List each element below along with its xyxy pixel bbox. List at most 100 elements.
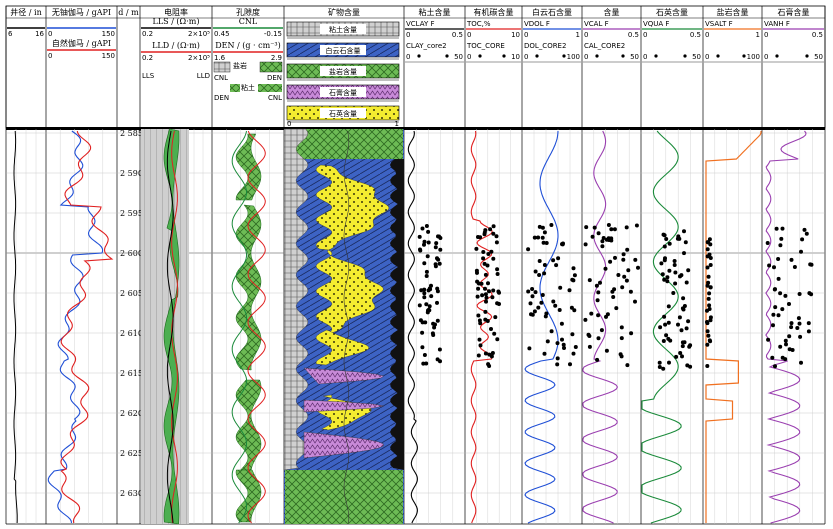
core-point-symbol xyxy=(535,54,539,58)
core-data-point xyxy=(688,364,693,369)
scale-min: 0 xyxy=(584,31,588,39)
lld-fill-label: LLD xyxy=(197,72,210,80)
core-data-point xyxy=(797,292,802,296)
scale-min: 0 xyxy=(764,53,768,61)
clay-swatch xyxy=(230,84,240,92)
mineral-legend-label: 粘土含量 xyxy=(329,25,357,34)
core-data-point xyxy=(567,288,572,293)
core-data-point xyxy=(427,304,432,309)
core-data-point xyxy=(603,266,608,271)
core-data-point xyxy=(609,227,614,232)
scale-max: 150 xyxy=(102,52,115,60)
porosity-clay-fill xyxy=(235,379,262,471)
core-data-point xyxy=(491,256,496,261)
core-data-point xyxy=(424,361,429,366)
scale-max: 50 xyxy=(814,53,823,61)
core-data-point xyxy=(587,278,592,283)
core-data-point xyxy=(679,328,684,333)
core-data-point xyxy=(778,243,783,248)
core-data-point xyxy=(682,340,687,345)
core-data-point xyxy=(494,240,499,245)
log-curve xyxy=(524,130,559,524)
salt-curve xyxy=(705,131,762,523)
core-data-point xyxy=(621,252,626,257)
core-data-point xyxy=(809,262,814,267)
core-data-point xyxy=(558,285,563,290)
core-data-point xyxy=(620,285,625,290)
core-data-point xyxy=(478,235,483,240)
legend-label-bg xyxy=(320,45,366,55)
core-data-point xyxy=(560,242,564,247)
core-data-point xyxy=(526,289,531,294)
core-data-point xyxy=(417,303,422,308)
core-data-point xyxy=(549,223,554,227)
track-title: 石英含量 xyxy=(656,7,688,17)
core-data-point xyxy=(619,325,624,330)
core-data-point xyxy=(491,224,496,229)
core-data-point xyxy=(422,261,427,266)
core-data-point xyxy=(676,322,680,327)
core-data-point xyxy=(665,275,670,280)
curve-name: CNL xyxy=(239,17,258,26)
core-data-point xyxy=(682,251,686,256)
core-data-point xyxy=(789,321,794,326)
core-data-point xyxy=(420,226,425,231)
scale-min: 0 xyxy=(643,31,647,39)
core-data-point xyxy=(766,337,771,342)
scale-max: 1 xyxy=(756,31,760,39)
core-data-point xyxy=(705,283,710,288)
core-data-point xyxy=(595,357,600,362)
curve-name: VANH F xyxy=(764,20,790,28)
depth-label: 2 615 xyxy=(120,369,143,378)
core-data-point xyxy=(604,348,609,353)
core-data-point xyxy=(495,337,500,342)
core-data-point xyxy=(663,322,668,327)
core-data-point xyxy=(666,320,671,325)
core-data-point xyxy=(806,321,811,326)
track-title: 孔隙度 xyxy=(236,7,260,17)
core-data-point xyxy=(708,315,713,320)
core-data-point xyxy=(666,304,671,309)
core-data-point xyxy=(624,225,629,230)
core-data-point xyxy=(592,225,597,230)
core-data-point xyxy=(429,294,434,299)
core-data-point xyxy=(476,313,481,318)
curve-name: CAL_CORE2 xyxy=(584,42,625,50)
depth-label: 2 585 xyxy=(120,129,143,138)
core-data-point xyxy=(528,301,533,306)
core-data-point xyxy=(526,247,531,252)
depth-label: 2 625 xyxy=(120,449,143,458)
core-point-symbol xyxy=(775,54,779,58)
core-data-point xyxy=(483,317,488,322)
gypsum-curve xyxy=(765,130,807,524)
core-data-point xyxy=(537,224,542,229)
scale-max: 100 xyxy=(567,53,580,61)
core-data-point xyxy=(418,247,422,252)
core-data-point xyxy=(482,261,487,266)
core-data-point xyxy=(767,263,772,268)
core-data-point xyxy=(616,273,621,277)
core-data-point xyxy=(483,292,488,297)
scale-max: 50 xyxy=(454,53,463,61)
core-data-point xyxy=(662,258,667,263)
core-data-point xyxy=(667,241,672,246)
core-data-point xyxy=(705,254,710,259)
core-data-point xyxy=(544,241,549,245)
core-data-point xyxy=(674,354,679,359)
core-point-symbol xyxy=(654,54,658,58)
core-data-point xyxy=(612,227,617,232)
curve-name: 自然伽马 / gAPI xyxy=(52,38,111,48)
core-data-point xyxy=(773,364,777,369)
core-data-point xyxy=(557,308,562,312)
mineral-quartz-fill xyxy=(315,329,370,366)
core-data-point xyxy=(706,274,711,279)
core-data-point xyxy=(661,232,666,237)
legend-label-bg xyxy=(320,24,366,34)
core-data-point xyxy=(611,295,616,299)
porosity-clay-fill xyxy=(235,133,262,201)
depth-label: 2 620 xyxy=(120,409,143,418)
core-data-point xyxy=(486,281,490,286)
track-title: 粘土含量 xyxy=(419,7,451,17)
scale-max: 0.5 xyxy=(452,31,463,39)
